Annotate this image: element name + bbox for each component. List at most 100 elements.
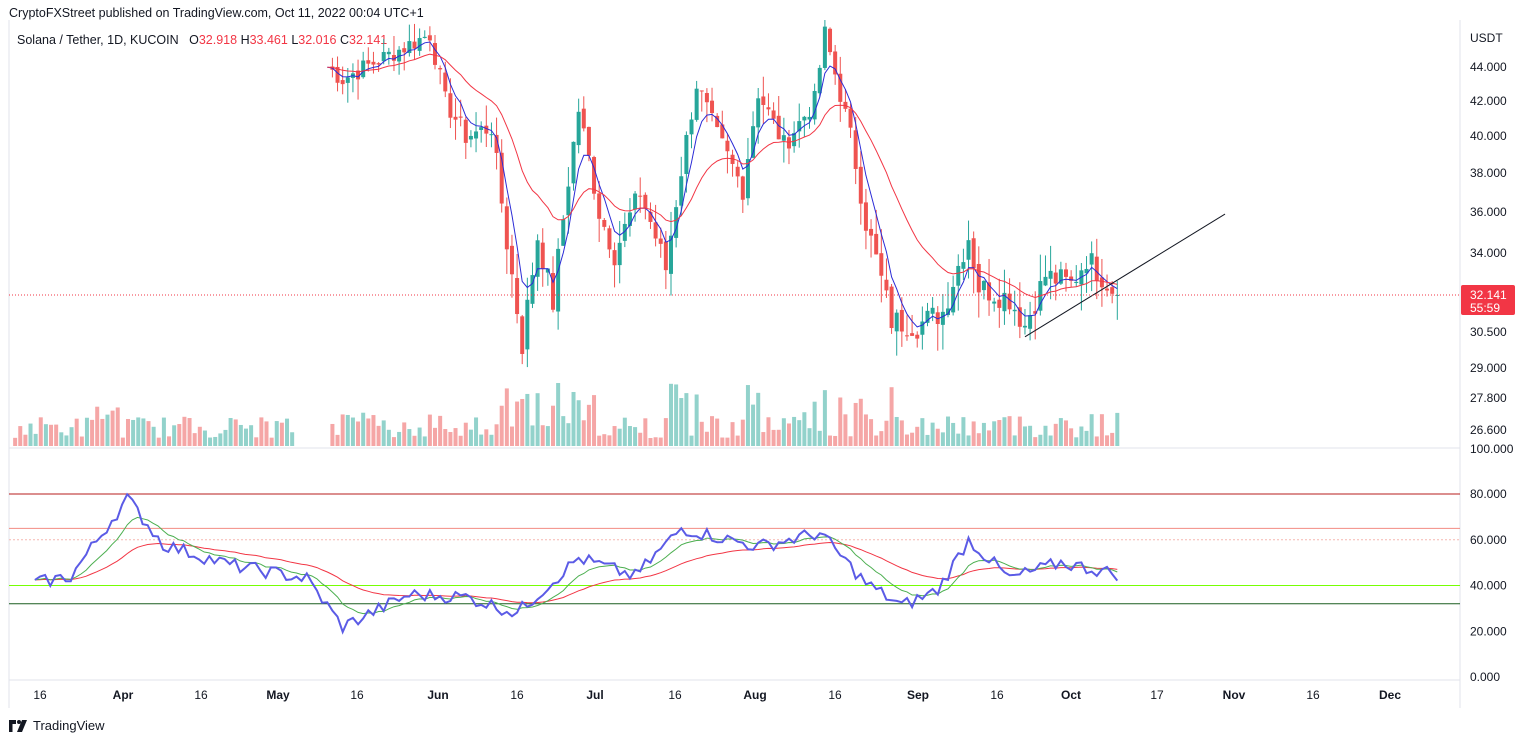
- volume-bar: [884, 420, 889, 446]
- candle-body: [828, 28, 833, 53]
- volume-bar: [453, 428, 458, 446]
- candle-body: [1084, 268, 1089, 274]
- volume-bar: [167, 436, 172, 446]
- candle-body: [499, 152, 504, 204]
- volume-bar: [84, 417, 89, 446]
- volume-bar: [95, 406, 100, 446]
- volume-bar: [894, 416, 899, 446]
- volume-bar: [79, 436, 84, 446]
- volume-bar: [1064, 420, 1068, 446]
- volume-bar: [812, 401, 817, 446]
- volume-bar: [807, 428, 812, 446]
- time-axis-label: Sep: [907, 688, 929, 702]
- volume-bar: [725, 437, 730, 446]
- volume-bar: [151, 426, 156, 446]
- volume-bar: [797, 420, 802, 446]
- price-axis-tick: 42.000: [1470, 94, 1507, 108]
- volume-bar: [735, 435, 740, 446]
- symbol-label[interactable]: Solana / Tether, 1D, KUCOIN: [17, 33, 179, 47]
- candle-body: [725, 140, 730, 152]
- volume-bar: [633, 427, 638, 446]
- candle-body: [381, 52, 386, 62]
- volume-bar: [1089, 414, 1094, 446]
- volume-bar: [561, 416, 566, 446]
- volume-bar: [350, 417, 355, 446]
- volume-bar: [586, 404, 591, 446]
- time-axis-label: Jun: [427, 688, 448, 702]
- open-label: O: [189, 33, 199, 47]
- volume-bar: [136, 417, 141, 446]
- volume-bar: [1053, 423, 1058, 446]
- volume-bar: [208, 437, 213, 446]
- volume-bar: [69, 427, 74, 446]
- candle-body: [874, 233, 879, 255]
- candle-body: [515, 278, 520, 315]
- candle-body: [586, 126, 591, 156]
- candle-body: [509, 245, 514, 275]
- open-value: 32.918: [198, 33, 238, 47]
- candle-body: [361, 60, 366, 78]
- volume-bar: [38, 417, 43, 446]
- candle-body: [833, 51, 838, 75]
- volume-bar: [28, 423, 33, 446]
- candle-body: [745, 159, 750, 199]
- volume-bar: [345, 414, 350, 446]
- volume-bar: [622, 417, 627, 446]
- ohlc-legend: Solana / Tether, 1D, KUCOIN O32.918 H33.…: [17, 33, 387, 47]
- volume-bar: [674, 384, 679, 446]
- candle-body: [1099, 277, 1104, 288]
- candle-body: [417, 38, 422, 51]
- volume-bar: [525, 393, 530, 446]
- candle-body: [684, 134, 689, 174]
- candle-body: [1028, 315, 1033, 329]
- volume-bar: [802, 412, 807, 446]
- volume-bar: [1084, 430, 1089, 446]
- time-axis-label: Nov: [1223, 688, 1246, 702]
- volume-bar: [49, 424, 54, 446]
- candle-body: [520, 316, 525, 354]
- volume-bar: [663, 418, 668, 446]
- candle-body: [627, 212, 632, 226]
- volume-bar: [551, 405, 555, 446]
- candle-body: [966, 240, 971, 260]
- candle-body: [817, 67, 822, 94]
- volume-bar: [612, 426, 617, 446]
- candle-body: [556, 248, 561, 312]
- candle-body: [1105, 288, 1110, 291]
- volume-bar: [1110, 432, 1115, 446]
- volume-bar: [781, 418, 786, 446]
- candle-body: [571, 141, 576, 184]
- volume-bar: [617, 428, 622, 446]
- rsi-axis-tick: 0.000: [1470, 670, 1500, 684]
- tradingview-footer[interactable]: TradingView: [9, 718, 105, 733]
- candle-body: [458, 116, 463, 118]
- volume-bar: [254, 437, 259, 446]
- candle-body: [345, 77, 350, 83]
- candle-body: [740, 176, 745, 200]
- volume-bar: [1069, 428, 1074, 446]
- volume-bar: [668, 383, 673, 446]
- volume-bar: [468, 429, 473, 446]
- candle-body: [453, 116, 458, 120]
- ema-fast-line: [327, 41, 1118, 328]
- candle-body: [961, 262, 966, 269]
- volume-bar: [43, 424, 48, 446]
- time-axis-label: 16: [510, 688, 524, 702]
- time-axis-label: Dec: [1379, 688, 1401, 702]
- candle-body: [920, 321, 925, 335]
- candle-body: [663, 241, 668, 271]
- volume-bar: [417, 427, 422, 446]
- volume-bar: [627, 426, 632, 446]
- volume-bar: [592, 395, 597, 446]
- candle-body: [1007, 293, 1012, 310]
- price-axis-tick: 38.000: [1470, 166, 1507, 180]
- candle-body: [987, 282, 992, 301]
- volume-bar: [822, 390, 827, 446]
- candle-body: [525, 299, 530, 350]
- candle-body: [689, 119, 694, 135]
- volume-bar: [930, 422, 935, 446]
- volume-bar: [648, 437, 653, 446]
- candle-body: [720, 124, 725, 139]
- volume-bar: [238, 424, 243, 446]
